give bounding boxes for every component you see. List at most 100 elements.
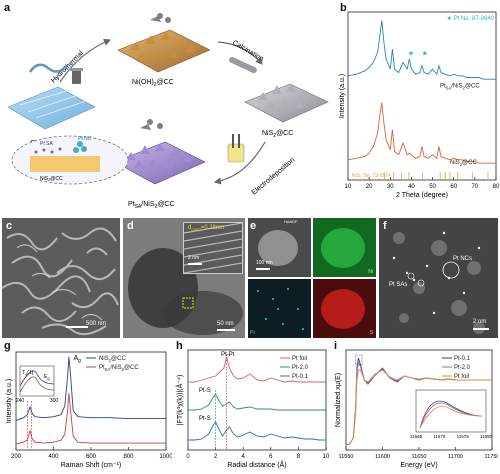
exafs-pts-annotation-2: Pt-S (199, 416, 211, 422)
exafs-x-tick-label: 6 (269, 454, 273, 460)
xanes-x-tick-label: 11750 (485, 454, 498, 460)
exafs-ptpt-annotation: Pt-Pt (221, 352, 235, 358)
xrd-x-tick-label: 20 (366, 184, 373, 190)
raman-x-tick-label: 800 (123, 454, 134, 460)
xrd-series-line-0 (347, 20, 496, 80)
xrd-legend-pt: ★ Pt No. 87-0640 (447, 15, 495, 22)
ni-label: Ni (368, 269, 373, 275)
xrd-x-tick-label: 80 (493, 184, 500, 190)
raman-inset-line-0 (19, 370, 55, 387)
nis2-label: NiS2@CC (262, 130, 293, 139)
pt-label: Pt (250, 330, 255, 336)
panel-c-letter: c (6, 220, 13, 232)
raman-y-axis-label: Intensity (a.u.) (6, 379, 13, 423)
cc-substrate (7, 86, 96, 130)
raman-legend-label-1: PtSA/NiS2@CC (99, 365, 139, 372)
stem-scalebar (473, 328, 489, 330)
haadf-label: HAADF (284, 219, 298, 224)
xrd-x-tick-label: 70 (472, 184, 479, 190)
beaker-icon (227, 134, 245, 163)
exafs-legend-label-2: Pt-0.1 (292, 374, 309, 380)
sem-scale-label: 500 nm (86, 321, 107, 327)
pt-nis2-label: PtSA/NiS2@CC (128, 201, 175, 210)
exafs-y-axis-label: |FT(k³χ(k))|(Å⁻⁴) (175, 375, 184, 426)
exafs-plot-frame (187, 349, 327, 451)
inset-scale-label: 2 nm (188, 255, 200, 261)
eds-maps: HAADF 100 nm Ni Pt S e (248, 218, 376, 338)
exafs-x-tick-label: 10 (323, 454, 330, 460)
exafs-legend-label-0: Pt foil (292, 356, 307, 362)
furnace-tube-icon (229, 56, 257, 74)
electrodeposition-label: Electrodeposition (251, 157, 297, 197)
ni-map: Ni (313, 218, 376, 277)
raman-inset-tick-label: 300 (50, 398, 59, 404)
tem-scale-label: 50 nm (217, 321, 234, 327)
tem-scalebar (217, 329, 235, 331)
pt-nis2-substrate (114, 141, 206, 185)
inset-pt-sa-label: Pt SA (40, 141, 53, 147)
xanes-inset-tick-label: 11565 (410, 434, 423, 439)
stem-texture (379, 218, 498, 338)
exafs-x-tick-label: 2 (214, 454, 218, 460)
xanes-x-tick-label: 11650 (412, 454, 427, 460)
raman-series-line-0 (15, 356, 166, 422)
xanes-legend-label-0: Pt-0.1 (454, 356, 471, 362)
raman-x-axis-label: Raman Shift (cm⁻¹) (61, 462, 121, 469)
xrd-x-tick-label: 60 (450, 184, 457, 190)
nioh2-label: Ni(OH)2@CC (132, 79, 174, 88)
xanes-zoom-box (355, 354, 363, 366)
nioh2-growth-icon (150, 13, 171, 23)
inset-scalebar (188, 263, 202, 265)
raman-legend-label-0: NiS2@CC (99, 356, 126, 363)
electrodeposition-arrow (213, 141, 266, 185)
xrd-series-label-0: PtSA/NiS2@CC (440, 84, 480, 91)
haadf-map: HAADF 100 nm (248, 218, 311, 277)
raman-chart: 200 400 600 800 1000 Raman Shift (cm⁻¹) Intens… (6, 351, 172, 469)
exafs-x-tick-label: 8 (297, 454, 301, 460)
xanes-x-tick-label: 11700 (448, 454, 463, 460)
nioh2-substrate (117, 29, 211, 73)
inset-pt-nc-label: Pt NC (78, 136, 92, 142)
sem-image: c 500 nm (2, 218, 120, 338)
xanes-x-axis-label: Energy (eV) (400, 462, 437, 469)
xrd-x-tick-label: 10 (345, 184, 352, 190)
hrtem-inset: d(200)=0.28nm 2 nm (183, 222, 243, 274)
pt-sas-label: Pt SAs (389, 282, 408, 288)
xrd-x-tick-label: 50 (429, 184, 436, 190)
exafs-x-tick-label: 4 (242, 454, 246, 460)
xanes-legend-label-1: Pt-2.0 (454, 365, 471, 371)
panel-b-letter: b (340, 2, 347, 14)
raman-series-line-1 (15, 393, 166, 445)
pt-ncs-label: Pt NCs (453, 256, 473, 262)
sem-scalebar (66, 326, 88, 328)
xanes-x-tick-label: 11600 (375, 454, 390, 460)
raman-x-tick-label: 1000 (159, 454, 172, 460)
xrd-reference-label: NiS₂ No. 73-0574 (352, 173, 391, 179)
exafs-x-axis-label: Radial distance (Å) (227, 460, 286, 469)
exafs-series-line-1 (188, 393, 326, 411)
exafs-chart: 0 2 4 6 8 10 Radial distance (Å) |FT(k³χ(k))|(Å… (175, 349, 330, 469)
xanes-inset-tick-label: 11575 (457, 434, 470, 439)
autoclave-icon (72, 70, 81, 84)
panel-i-letter: i (334, 340, 338, 352)
sem-texture (2, 218, 120, 338)
pt-deposition-icon (140, 119, 163, 130)
exafs-pts-annotation-1: Pt-S (199, 388, 211, 394)
panel-g-letter: g (4, 340, 11, 352)
xrd-x-tick-label: 40 (408, 184, 415, 190)
xrd-plot-frame (347, 11, 497, 181)
calcination-arrow (217, 41, 263, 65)
panel-h-letter: h (176, 340, 183, 352)
panel-d-letter: d (127, 220, 134, 232)
eds-scalebar (256, 268, 270, 270)
d-spacing-label: d(200)=0.28nm (188, 225, 225, 233)
raman-x-tick-label: 200 (11, 454, 22, 460)
raman-inset-eg-label: Eg (44, 374, 50, 381)
xanes-inset-frame (415, 389, 487, 433)
raman-inset-frame (19, 365, 55, 397)
eds-scale-label: 100 nm (256, 260, 273, 266)
xrd-x-axis-label: 2 Theta (degree) (396, 192, 448, 199)
xrd-pt-star-marker: ★ (422, 50, 428, 58)
stem-scale-label: 2 nm (473, 319, 487, 325)
panel-a-letter: a (4, 2, 11, 14)
